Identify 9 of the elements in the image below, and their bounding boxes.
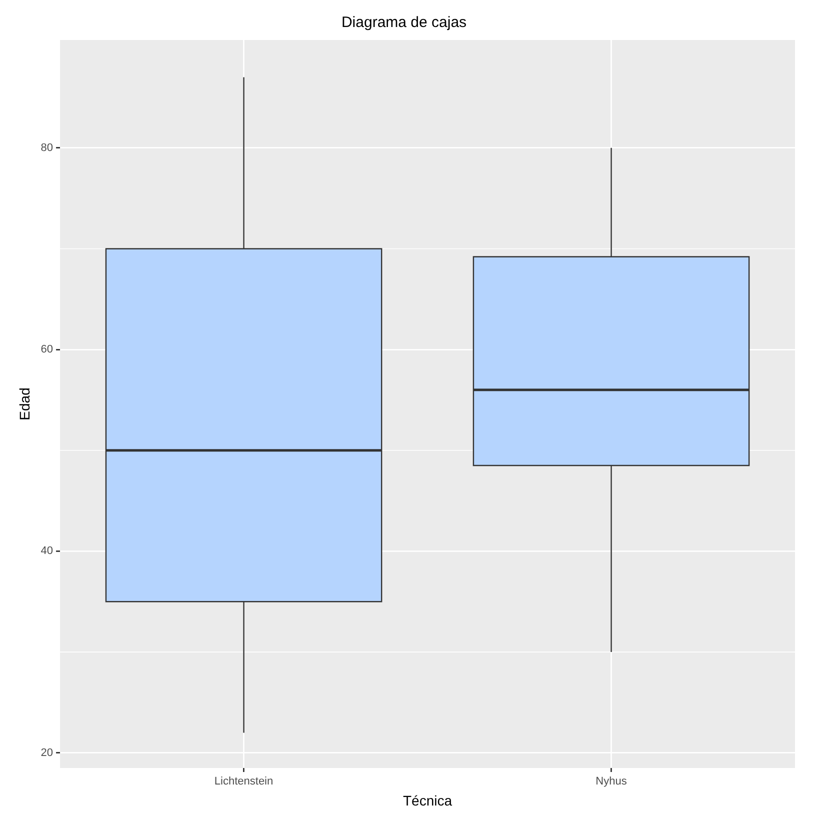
y-axis-title: Edad — [16, 388, 32, 420]
x-tick-label: Nyhus — [596, 776, 628, 788]
y-tick-label: 80 — [40, 142, 54, 154]
y-tick-label: 20 — [40, 746, 54, 759]
x-tick-label: Lichtenstein — [214, 776, 274, 788]
chart-title: Diagrama de cajas — [341, 14, 467, 32]
y-tick-label: 40 — [40, 545, 54, 558]
y-tick-label: 60 — [40, 344, 54, 356]
x-axis-title: Técnica — [403, 792, 452, 808]
